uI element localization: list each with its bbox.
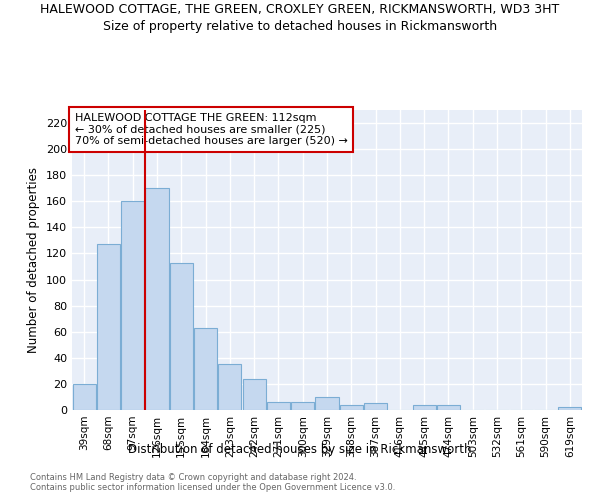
Bar [364, 404, 387, 410]
Bar [145, 188, 169, 410]
Bar [218, 364, 241, 410]
Text: Distribution of detached houses by size in Rickmansworth: Distribution of detached houses by size … [128, 442, 472, 456]
Bar [242, 378, 266, 410]
Bar [413, 405, 436, 410]
Y-axis label: Number of detached properties: Number of detached properties [28, 167, 40, 353]
Bar [97, 244, 120, 410]
Bar [267, 402, 290, 410]
Bar [170, 262, 193, 410]
Bar [291, 402, 314, 410]
Bar [340, 405, 363, 410]
Text: Size of property relative to detached houses in Rickmansworth: Size of property relative to detached ho… [103, 20, 497, 33]
Bar [437, 405, 460, 410]
Bar [559, 408, 581, 410]
Bar [73, 384, 95, 410]
Bar [194, 328, 217, 410]
Bar [121, 202, 144, 410]
Text: HALEWOOD COTTAGE, THE GREEN, CROXLEY GREEN, RICKMANSWORTH, WD3 3HT: HALEWOOD COTTAGE, THE GREEN, CROXLEY GRE… [40, 2, 560, 16]
Text: Contains HM Land Registry data © Crown copyright and database right 2024.
Contai: Contains HM Land Registry data © Crown c… [30, 472, 395, 492]
Text: HALEWOOD COTTAGE THE GREEN: 112sqm
← 30% of detached houses are smaller (225)
70: HALEWOOD COTTAGE THE GREEN: 112sqm ← 30%… [74, 113, 347, 146]
Bar [316, 397, 338, 410]
